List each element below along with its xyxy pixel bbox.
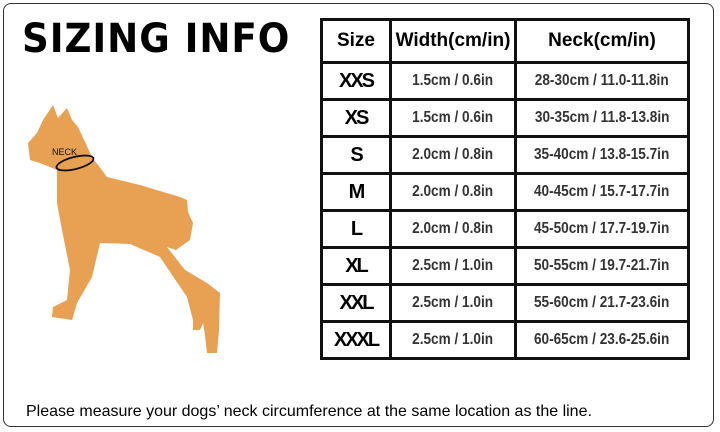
neck-value: 50-55cm / 19.7-21.7in: [534, 257, 670, 274]
table-header-row: Size Width(cm/in) Neck(cm/in): [320, 18, 690, 64]
width-value: 2.0cm / 0.8in: [412, 183, 494, 200]
card-frame: [3, 3, 714, 427]
size-cell: S: [320, 135, 392, 175]
neck-cell: 60-65cm / 23.6-25.6in: [514, 320, 690, 360]
neck-cell: 35-40cm / 13.8-15.7in: [514, 135, 690, 175]
neck-value: 30-35cm / 11.8-13.8in: [534, 109, 670, 126]
width-value: 2.0cm / 0.8in: [412, 146, 494, 163]
width-value: 1.5cm / 0.6in: [412, 72, 494, 89]
table-row: M 2.0cm / 0.8in 40-45cm / 15.7-17.7in: [320, 172, 690, 212]
table-row: XS 1.5cm / 0.6in 30-35cm / 11.8-13.8in: [320, 98, 690, 138]
neck-label: NECK: [52, 147, 77, 157]
dog-illustration: NECK: [28, 105, 220, 353]
table-row: XXXL 2.5cm / 1.0in 60-65cm / 23.6-25.6in: [320, 320, 690, 360]
table-row: XXL 2.5cm / 1.0in 55-60cm / 21.7-23.6in: [320, 283, 690, 323]
width-cell: 1.5cm / 0.6in: [389, 61, 517, 101]
width-cell: 2.0cm / 0.8in: [389, 172, 517, 212]
neck-value: 45-50cm / 17.7-19.7in: [534, 220, 670, 237]
table-row: XXS 1.5cm / 0.6in 28-30cm / 11.0-11.8in: [320, 61, 690, 101]
size-cell: XXS: [320, 61, 392, 101]
neck-value: 35-40cm / 13.8-15.7in: [534, 146, 670, 163]
width-value: 1.5cm / 0.6in: [412, 109, 494, 126]
neck-cell: 40-45cm / 15.7-17.7in: [514, 172, 690, 212]
neck-cell: 50-55cm / 19.7-21.7in: [514, 246, 690, 286]
width-cell: 2.0cm / 0.8in: [389, 209, 517, 249]
table-row: S 2.0cm / 0.8in 35-40cm / 13.8-15.7in: [320, 135, 690, 175]
width-cell: 1.5cm / 0.6in: [389, 98, 517, 138]
table-row: XL 2.5cm / 1.0in 50-55cm / 19.7-21.7in: [320, 246, 690, 286]
page-title: SIZING INFO: [22, 16, 291, 62]
neck-value: 60-65cm / 23.6-25.6in: [534, 331, 670, 348]
neck-cell: 30-35cm / 11.8-13.8in: [514, 98, 690, 138]
width-value: 2.5cm / 1.0in: [412, 257, 494, 274]
width-cell: 2.5cm / 1.0in: [389, 283, 517, 323]
width-cell: 2.5cm / 1.0in: [389, 320, 517, 360]
size-cell: XS: [320, 98, 392, 138]
header-neck: Neck(cm/in): [514, 18, 690, 64]
header-width: Width(cm/in): [389, 18, 517, 64]
neck-cell: 28-30cm / 11.0-11.8in: [514, 61, 690, 101]
neck-cell: 55-60cm / 21.7-23.6in: [514, 283, 690, 323]
neck-cell: 45-50cm / 17.7-19.7in: [514, 209, 690, 249]
sizing-table: Size Width(cm/in) Neck(cm/in) XXS 1.5cm /…: [320, 18, 690, 360]
header-size: Size: [320, 18, 392, 64]
neck-value: 40-45cm / 15.7-17.7in: [534, 183, 670, 200]
width-cell: 2.0cm / 0.8in: [389, 135, 517, 175]
neck-value: 28-30cm / 11.0-11.8in: [535, 72, 669, 89]
table-row: L 2.0cm / 0.8in 45-50cm / 17.7-19.7in: [320, 209, 690, 249]
size-cell: L: [320, 209, 392, 249]
width-value: 2.5cm / 1.0in: [412, 294, 494, 311]
width-value: 2.0cm / 0.8in: [412, 220, 494, 237]
size-cell: M: [320, 172, 392, 212]
neck-collar-line: [55, 154, 95, 172]
dog-silhouette: [28, 105, 220, 353]
measurement-note: Please measure your dogs’ neck circumfer…: [26, 403, 592, 420]
size-cell: XXL: [320, 283, 392, 323]
size-cell: XL: [320, 246, 392, 286]
size-cell: XXXL: [320, 320, 392, 360]
neck-value: 55-60cm / 21.7-23.6in: [534, 294, 670, 311]
width-cell: 2.5cm / 1.0in: [389, 246, 517, 286]
width-value: 2.5cm / 1.0in: [412, 331, 494, 348]
